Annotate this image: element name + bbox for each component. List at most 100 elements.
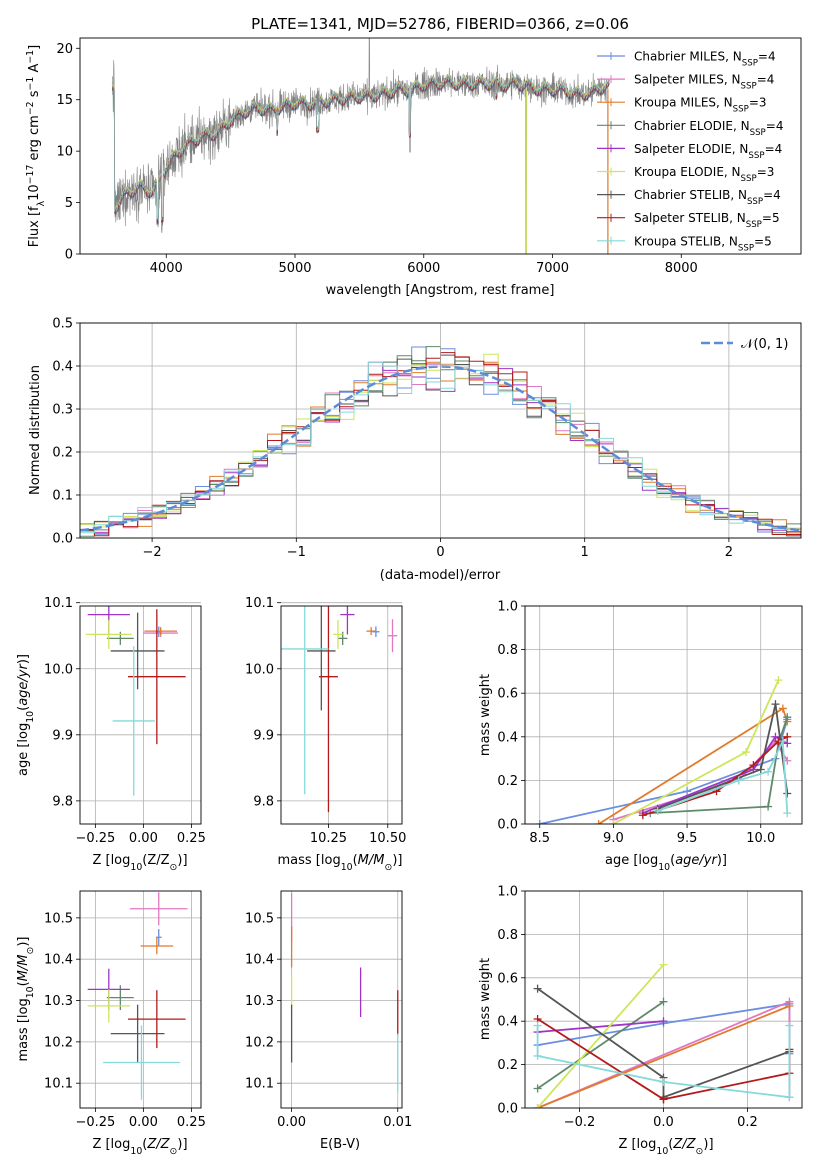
weight-marker [785, 1093, 794, 1102]
plot-area [290, 893, 399, 1092]
x-axis-label: mass [log10(M/M⊙)] [278, 853, 403, 873]
mass-vs-Z-axes: −0.25 0.00 0.25 10.1 10.2 10.3 10.4 10.5 Z [log1… [16, 890, 206, 1157]
axes-frame [524, 890, 803, 1109]
errorbar-point [372, 626, 380, 638]
legend-entry: Chabrier STELIB, NSSP=4 [634, 188, 781, 207]
errorbar-point [366, 627, 376, 636]
weight-marker [771, 732, 780, 741]
y-tick-label: 0.2 [497, 1058, 518, 1073]
x-tick-label: 2 [725, 545, 733, 560]
legend-entry: 𝒩(0, 1) [741, 337, 788, 352]
errorbar-point [129, 892, 188, 926]
y-axis-label: mass weight [478, 958, 493, 1040]
y-tick-label: 10.5 [44, 911, 73, 926]
weight-series-line [537, 1005, 790, 1108]
plot-area [533, 960, 794, 1108]
y-tick-label: 0.2 [52, 446, 73, 461]
weight-series-line [657, 703, 789, 810]
weight-marker [609, 820, 618, 824]
weight-series-line [537, 987, 790, 1099]
y-tick-label: 0.4 [52, 360, 73, 375]
x-tick-label: 0.2 [737, 1115, 758, 1130]
mass-vs-ebv-axes: 0.00 0.01 10.1 10.2 10.3 10.4 10.5 E(B-V) [245, 890, 412, 1152]
y-tick-label: 10.1 [245, 596, 274, 611]
plot-area [87, 892, 188, 1100]
y-tick-label: 1.0 [497, 885, 518, 900]
x-axis-label: age [log10(age/yr)] [605, 853, 727, 873]
y-tick-label: 10.1 [44, 1077, 73, 1092]
y-tick-label: 10 [56, 145, 73, 160]
errorbar-point [281, 606, 329, 795]
y-tick-label: 10.5 [245, 911, 274, 926]
weight-series-line [537, 1000, 665, 1090]
y-tick-label: 9.9 [52, 728, 73, 743]
x-tick-label: 8000 [665, 261, 698, 276]
errorbar-point [128, 990, 186, 1049]
x-tick-label: 0.00 [277, 1115, 306, 1130]
errorbar-point [144, 627, 177, 636]
y-tick-label: 5 [65, 196, 73, 211]
weight-marker [533, 1051, 542, 1060]
y-tick-label: 10.2 [44, 1035, 73, 1050]
chart-title: PLATE=1341, MJD=52786, FIBERID=0366, z=0… [251, 15, 629, 33]
y-tick-label: 9.8 [52, 794, 73, 809]
x-tick-label: 7000 [536, 261, 569, 276]
weight-marker [764, 802, 773, 811]
errorbar-point [85, 619, 132, 649]
weight-marker [764, 767, 773, 776]
errorbar-point [155, 929, 162, 946]
weight-marker [533, 984, 542, 993]
y-tick-label: 15 [56, 93, 73, 108]
x-tick-label: 0.25 [177, 831, 206, 846]
plot-area [85, 606, 186, 796]
weight-marker [771, 700, 780, 709]
y-axis-label: age [log10(age/yr)] [16, 654, 36, 776]
y-tick-label: 0.8 [497, 643, 518, 658]
weight-marker [653, 806, 662, 815]
weight-marker [533, 1021, 542, 1030]
errorbar-point [112, 646, 155, 796]
x-tick-label: 0.00 [129, 831, 158, 846]
errorbar-point [87, 989, 130, 1023]
legend-entry: Salpeter MILES, NSSP=4 [634, 73, 774, 92]
x-axis-label: Z [log10(Z/Z⊙)] [92, 1137, 187, 1157]
y-tick-label: 20 [56, 42, 73, 57]
errorbar-point [337, 631, 348, 645]
x-tick-label: 9.0 [603, 831, 624, 846]
weight-marker [783, 809, 792, 818]
x-tick-label: 0.00 [129, 1115, 158, 1130]
weight-marker [778, 704, 787, 713]
age-vs-mass-axes: 10.25 10.50 9.8 9.9 10.0 10.1 mass [log10(M/M⊙… [245, 596, 406, 873]
x-tick-label: 4000 [150, 261, 183, 276]
x-tick-label: 10.50 [369, 831, 406, 846]
axes-frame [280, 890, 403, 1109]
legend-entry: Chabrier MILES, NSSP=4 [634, 50, 776, 69]
axes-frame [280, 605, 403, 825]
legend-entry: Kroupa ELODIE, NSSP=3 [634, 165, 774, 184]
x-tick-label: 0 [436, 545, 444, 560]
x-tick-label: 5000 [278, 261, 311, 276]
x-tick-label: 9.5 [677, 831, 698, 846]
y-axis-label: Flux [fλ10−17 erg cm−2 s−1 A−1] [25, 45, 47, 247]
weight-vs-Z-axes: −0.2 0.0 0.2 0.0 0.2 0.4 0.6 0.8 1.0 Z [log10(Z/Z… [478, 885, 803, 1157]
x-tick-label: 0.01 [383, 1115, 412, 1130]
y-tick-label: 10.0 [245, 662, 274, 677]
weight-series-line [536, 964, 665, 1108]
weight-marker [659, 1077, 668, 1086]
legend: Chabrier MILES, NSSP=4 Salpeter MILES, NS… [597, 50, 783, 253]
y-tick-label: 10.0 [44, 662, 73, 677]
weight-marker [778, 737, 787, 746]
y-axis-label: mass [log10(M/M⊙)] [16, 937, 36, 1062]
axes-frame [79, 605, 202, 825]
errorbar-point [307, 606, 336, 711]
legend-entry: Salpeter ELODIE, NSSP=4 [634, 142, 782, 161]
axes-frame [79, 37, 802, 255]
errorbar-point [110, 1004, 165, 1063]
weight-marker [659, 960, 668, 969]
errorbar-point [333, 619, 343, 649]
x-axis-label: E(B-V) [320, 1137, 360, 1152]
y-tick-label: 1.0 [497, 600, 518, 615]
x-tick-label: −0.25 [75, 1115, 115, 1130]
y-tick-label: 0.1 [52, 489, 73, 504]
